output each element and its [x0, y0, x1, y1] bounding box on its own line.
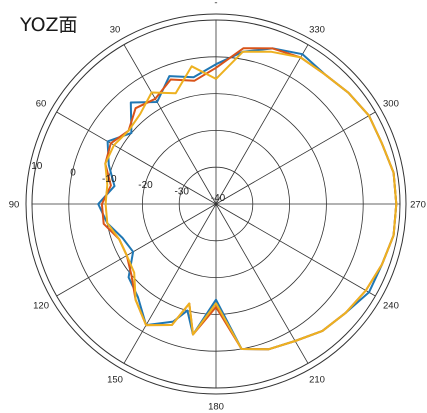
series-line — [104, 50, 398, 351]
angle-tick-label: 180 — [208, 402, 224, 413]
angle-tick-label: 240 — [383, 301, 399, 312]
radial-tick-label: -20 — [138, 180, 153, 191]
chart-title: YOZ面 — [20, 14, 78, 36]
grid-spoke — [215, 203, 309, 364]
angle-tick-label: 30 — [110, 25, 121, 36]
angle-tick-label: 270 — [410, 200, 426, 211]
radial-tick-label: -10 — [102, 174, 117, 185]
grid-spoke — [215, 111, 376, 205]
radial-tick-label: 0 — [70, 167, 76, 178]
grid-spoke — [56, 203, 217, 297]
series-group — [97, 47, 398, 351]
polar-grid — [25, 13, 407, 395]
grid-spoke — [123, 44, 217, 205]
angle-tick-label: 330 — [309, 25, 325, 36]
tick-labels: -306090120150180210240270300330-40-30-20… — [9, 0, 426, 413]
angle-tick-label: 90 — [9, 200, 20, 211]
radial-tick-label: 10 — [31, 161, 43, 172]
angle-tick-label: - — [214, 0, 217, 9]
angle-tick-label: 150 — [107, 374, 123, 385]
grid-spoke — [215, 203, 376, 297]
series-line — [100, 47, 398, 351]
radial-tick-label: -30 — [175, 187, 190, 198]
radial-tick-label: -40 — [211, 193, 226, 204]
angle-tick-label: 60 — [36, 99, 47, 110]
grid-spoke — [215, 44, 309, 205]
angle-tick-label: 120 — [33, 301, 49, 312]
angle-tick-label: 300 — [383, 99, 399, 110]
angle-tick-label: 210 — [309, 374, 325, 385]
grid-spoke — [123, 203, 217, 364]
grid-spoke — [56, 111, 217, 205]
outer-ring — [25, 13, 407, 395]
